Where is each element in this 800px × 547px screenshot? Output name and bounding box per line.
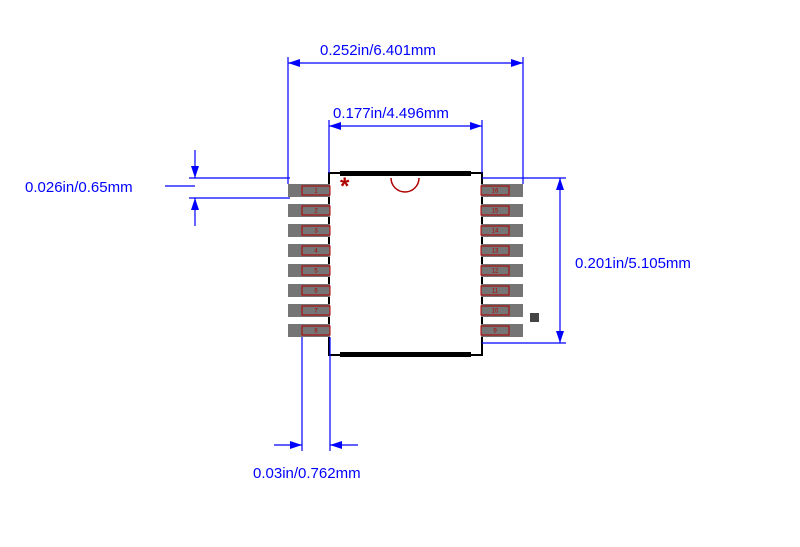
pin1-star: * xyxy=(340,173,350,200)
dim-bottom-label: 0.03in/0.762mm xyxy=(253,465,361,482)
arrow-head xyxy=(290,441,302,449)
pin-12-label: 12 xyxy=(492,269,499,275)
arrow-head xyxy=(556,178,564,190)
arrow-head xyxy=(470,122,482,130)
dim-pitch-label: 0.026in/0.65mm xyxy=(25,179,133,196)
body-edge-1 xyxy=(340,352,471,357)
dim-right-label: 0.201in/5.105mm xyxy=(575,255,691,272)
dim-top-outer-label: 0.252in/6.401mm xyxy=(320,42,436,59)
dim-top-inner-label: 0.177in/4.496mm xyxy=(333,105,449,122)
pin-15-label: 15 xyxy=(492,209,499,215)
body-edge-0 xyxy=(340,171,471,176)
arrow-head xyxy=(288,59,300,67)
arrow-head xyxy=(329,122,341,130)
arrow-head xyxy=(556,331,564,343)
arrow-head xyxy=(330,441,342,449)
pin-14-label: 14 xyxy=(492,229,499,235)
arrow-head xyxy=(511,59,523,67)
pin-11-label: 11 xyxy=(492,289,499,295)
pin1-arc xyxy=(391,178,419,192)
ic-body xyxy=(329,173,482,355)
pin-16-label: 16 xyxy=(492,189,499,195)
orientation-square xyxy=(530,313,539,322)
arrow-head xyxy=(191,166,199,178)
arrow-head xyxy=(191,198,199,210)
pin-13-label: 13 xyxy=(492,249,499,255)
pin-10-label: 10 xyxy=(492,309,499,315)
